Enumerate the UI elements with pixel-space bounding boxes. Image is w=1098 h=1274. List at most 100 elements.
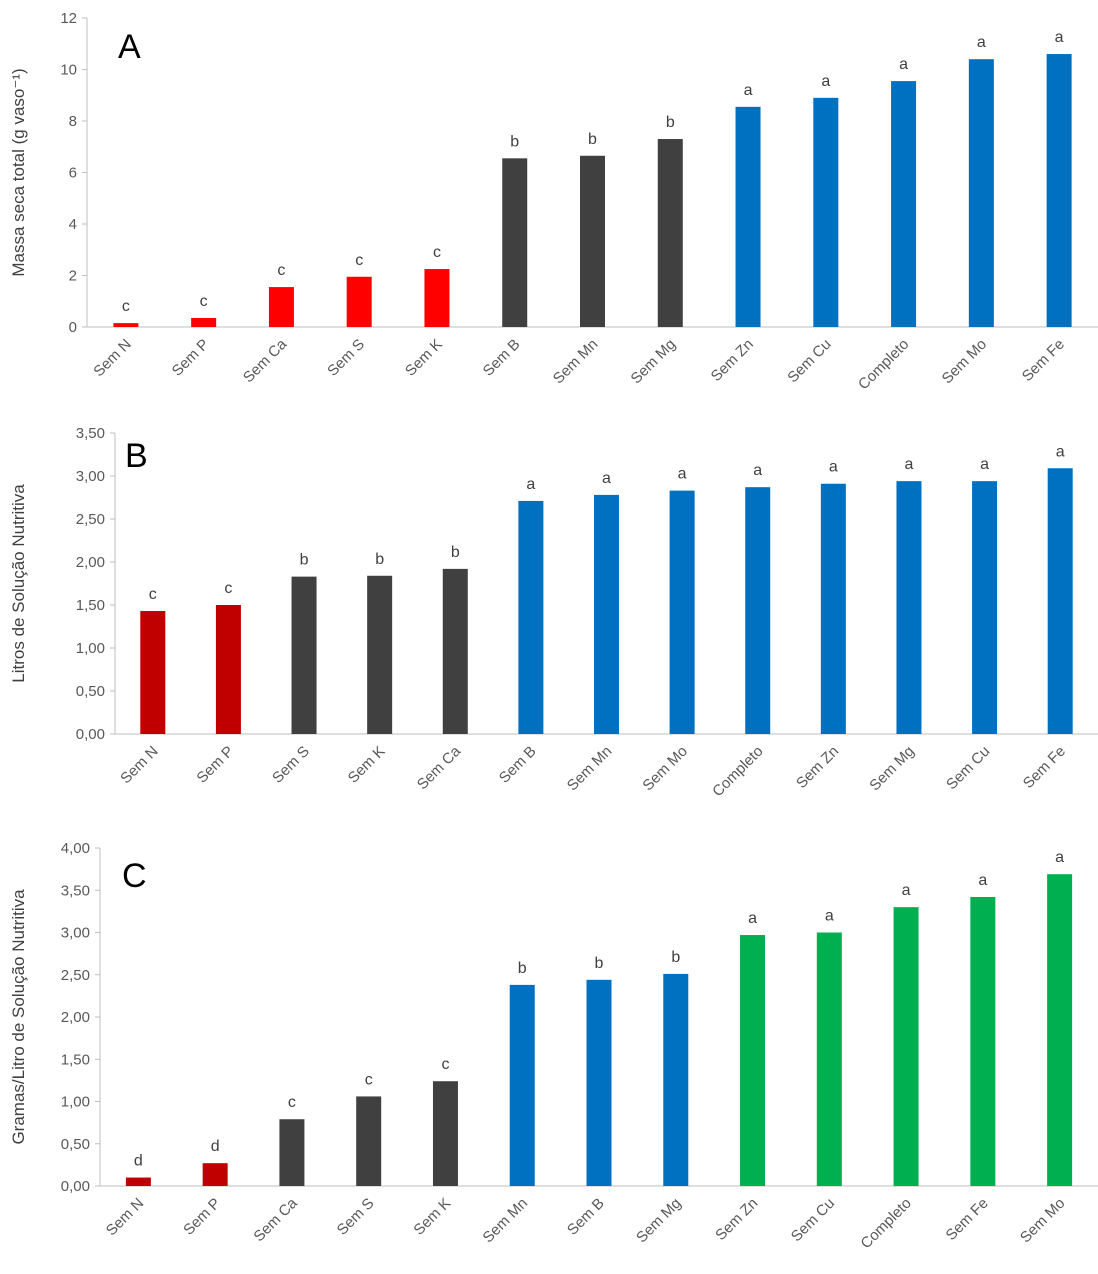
panel-a-significance-letter: a	[821, 73, 830, 90]
panel-a-category-label: Sem S	[324, 336, 368, 380]
panel-c-bar	[356, 1096, 382, 1186]
panel-b-bar	[518, 500, 544, 734]
panel-a-bar	[268, 287, 294, 327]
panel-c-y-tick-label: 2,00	[61, 1009, 90, 1026]
panel-a-bar	[424, 269, 450, 327]
panel-b-category-label: Sem K	[345, 743, 389, 787]
panel-b-y-tick-label: 2,00	[76, 554, 105, 571]
panel-a-significance-letter: b	[588, 131, 597, 148]
panel-a-bar	[191, 317, 217, 327]
panel-b-y-tick-label: 0,00	[76, 726, 105, 743]
panel-c-bar	[816, 932, 842, 1186]
panel-c-bar	[202, 1163, 228, 1186]
panel-c-significance-letter: c	[365, 1071, 373, 1088]
panel-a-y-tick-label: 6	[69, 165, 77, 182]
panel-a-significance-letter: a	[744, 82, 753, 99]
panel-b-y-axis-title: Litros de Solução Nutritiva	[9, 484, 28, 683]
panel-a-category-label: Sem K	[402, 336, 446, 380]
panel-b-bar	[745, 487, 771, 734]
panel-b-y-tick-label: 3,50	[76, 425, 105, 442]
panel-c-category-label: Sem Mg	[633, 1195, 685, 1247]
panel-c-y-tick-label: 1,00	[61, 1094, 90, 1111]
panel-a-significance-letter: b	[510, 133, 519, 150]
panel-a-y-tick-label: 4	[69, 216, 77, 233]
panel-b-category-label: Sem P	[193, 743, 237, 787]
panel-b-y-tick-label: 1,50	[76, 597, 105, 614]
panel-c-category-label: Sem K	[410, 1195, 454, 1239]
panel-b-significance-letter: a	[980, 456, 989, 473]
panel-a-category-label: Sem B	[480, 336, 524, 380]
panel-b-significance-letter: b	[451, 544, 460, 561]
panel-a-y-axis-title: Massa seca total (g vaso⁻¹)	[9, 68, 28, 276]
panel-c-y-tick-label: 3,50	[61, 882, 90, 899]
panel-c-category-label: Completo	[857, 1195, 914, 1252]
panel-c-bar	[432, 1081, 458, 1186]
panel-c-y-axis-title: Gramas/Litro de Solução Nutritiva	[9, 889, 28, 1145]
panel-b-significance-letter: a	[526, 476, 535, 493]
panel-c-y-tick-label: 0,00	[61, 1178, 90, 1195]
panel-a-category-label: Sem Mn	[550, 336, 602, 388]
panel-c-significance-letter: d	[211, 1138, 220, 1155]
panel-c-category-label: Sem Zn	[712, 1195, 761, 1244]
panel-b-category-label: Sem Cu	[943, 743, 993, 793]
panel-c-bar	[125, 1177, 151, 1186]
panel-b-category-label: Sem Mg	[866, 743, 918, 795]
panel-c-bar	[586, 979, 612, 1186]
panel-b-significance-letter: c	[149, 586, 157, 603]
panel-b-y-tick-label: 1,00	[76, 640, 105, 657]
panel-b-bar	[594, 494, 619, 734]
panel-a-y-tick-label: 8	[69, 113, 77, 130]
panel-a-y-tick-label: 12	[60, 10, 77, 27]
panel-b-significance-letter: a	[829, 459, 838, 476]
panel-a-bar	[735, 106, 761, 328]
panel-b-bar	[669, 490, 695, 734]
panel-a-category-label: Sem Zn	[708, 336, 757, 385]
panel-b-bar	[140, 611, 166, 734]
panel-b-category-label: Completo	[709, 743, 766, 800]
panel-a-bar	[813, 97, 839, 327]
panel-a-bar	[891, 81, 917, 328]
panel-a-significance-letter: a	[1055, 29, 1064, 46]
panel-a-category-label: Completo	[855, 336, 912, 393]
panel-c-significance-letter: c	[441, 1056, 449, 1073]
panel-c-y-tick-label: 0,50	[61, 1136, 90, 1153]
panel-a-significance-letter: c	[433, 244, 441, 261]
panel-b-category-label: Sem Ca	[414, 742, 465, 793]
panel-b-bar	[820, 483, 846, 734]
panel-a-significance-letter: c	[200, 293, 208, 310]
panel-b-significance-letter: a	[1056, 443, 1065, 460]
panel-b-bar	[896, 481, 922, 734]
panel-c-category-label: Sem B	[564, 1195, 608, 1239]
panel-c-y-tick-label: 4,00	[61, 840, 90, 857]
panel-b-bar	[972, 481, 998, 734]
panel-b-category-label: Sem S	[269, 743, 313, 787]
panel-a-significance-letter: a	[899, 56, 908, 73]
panel-a-category-label: Sem Mo	[939, 336, 991, 388]
panel-a-significance-letter: c	[355, 252, 363, 269]
panel-b-y-tick-label: 3,00	[76, 468, 105, 485]
panel-c-y-tick-label: 3,00	[61, 925, 90, 942]
panel-c-significance-letter: b	[595, 955, 604, 972]
panel-b-category-label: Sem N	[117, 743, 161, 787]
panel-b-y-tick-label: 0,50	[76, 683, 105, 700]
panel-a-label: A	[118, 28, 141, 66]
panel-b-label: B	[125, 437, 148, 475]
panel-b-category-label: Sem B	[496, 743, 540, 787]
panel-c-category-label: Sem Ca	[250, 1194, 301, 1245]
panel-a-bar	[1046, 54, 1072, 328]
panel-b-bar	[367, 575, 393, 734]
panel-b-category-label: Sem Mo	[639, 743, 691, 795]
panel-a-y-tick-label: 0	[69, 319, 77, 336]
panel-a-bar	[502, 158, 528, 327]
panel-b-bar	[442, 568, 468, 734]
panel-c-significance-letter: d	[134, 1153, 143, 1170]
panel-b-significance-letter: a	[905, 456, 914, 473]
panel-c-significance-letter: a	[978, 872, 987, 889]
panel-a-category-label: Sem Mg	[628, 336, 680, 388]
panel-c-bar	[663, 973, 689, 1186]
panel-c-significance-letter: b	[518, 960, 527, 977]
panel-c-category-label: Sem S	[334, 1195, 378, 1239]
panel-c-significance-letter: a	[748, 910, 757, 927]
panel-c-significance-letter: c	[288, 1094, 296, 1111]
